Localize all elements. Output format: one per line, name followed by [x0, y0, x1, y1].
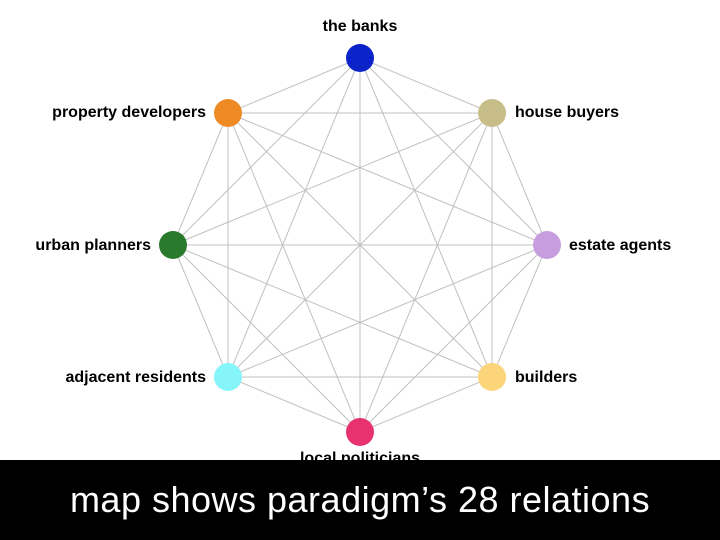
- edge: [173, 113, 492, 245]
- edge: [228, 58, 360, 377]
- node-label-builders: builders: [515, 369, 577, 387]
- node-builders: [478, 363, 506, 391]
- edge: [360, 58, 492, 377]
- node-label-developers: property developers: [52, 104, 206, 122]
- node-label-buyers: house buyers: [515, 104, 619, 122]
- node-politicians: [346, 418, 374, 446]
- node-label-banks: the banks: [323, 18, 398, 36]
- edge: [360, 113, 492, 432]
- caption-text: map shows paradigm’s 28 relations: [70, 479, 650, 521]
- edge: [173, 245, 492, 377]
- node-planners: [159, 231, 187, 259]
- edge: [228, 245, 547, 377]
- edge: [228, 113, 360, 432]
- node-label-residents: adjacent residents: [66, 369, 207, 387]
- node-developers: [214, 99, 242, 127]
- node-label-agents: estate agents: [569, 237, 671, 255]
- node-agents: [533, 231, 561, 259]
- edge: [228, 113, 547, 245]
- node-residents: [214, 363, 242, 391]
- caption-bar: map shows paradigm’s 28 relations: [0, 460, 720, 540]
- node-label-planners: urban planners: [35, 237, 151, 255]
- node-banks: [346, 44, 374, 72]
- network-diagram: the banks house buyers estate agents builde…: [0, 0, 720, 460]
- node-buyers: [478, 99, 506, 127]
